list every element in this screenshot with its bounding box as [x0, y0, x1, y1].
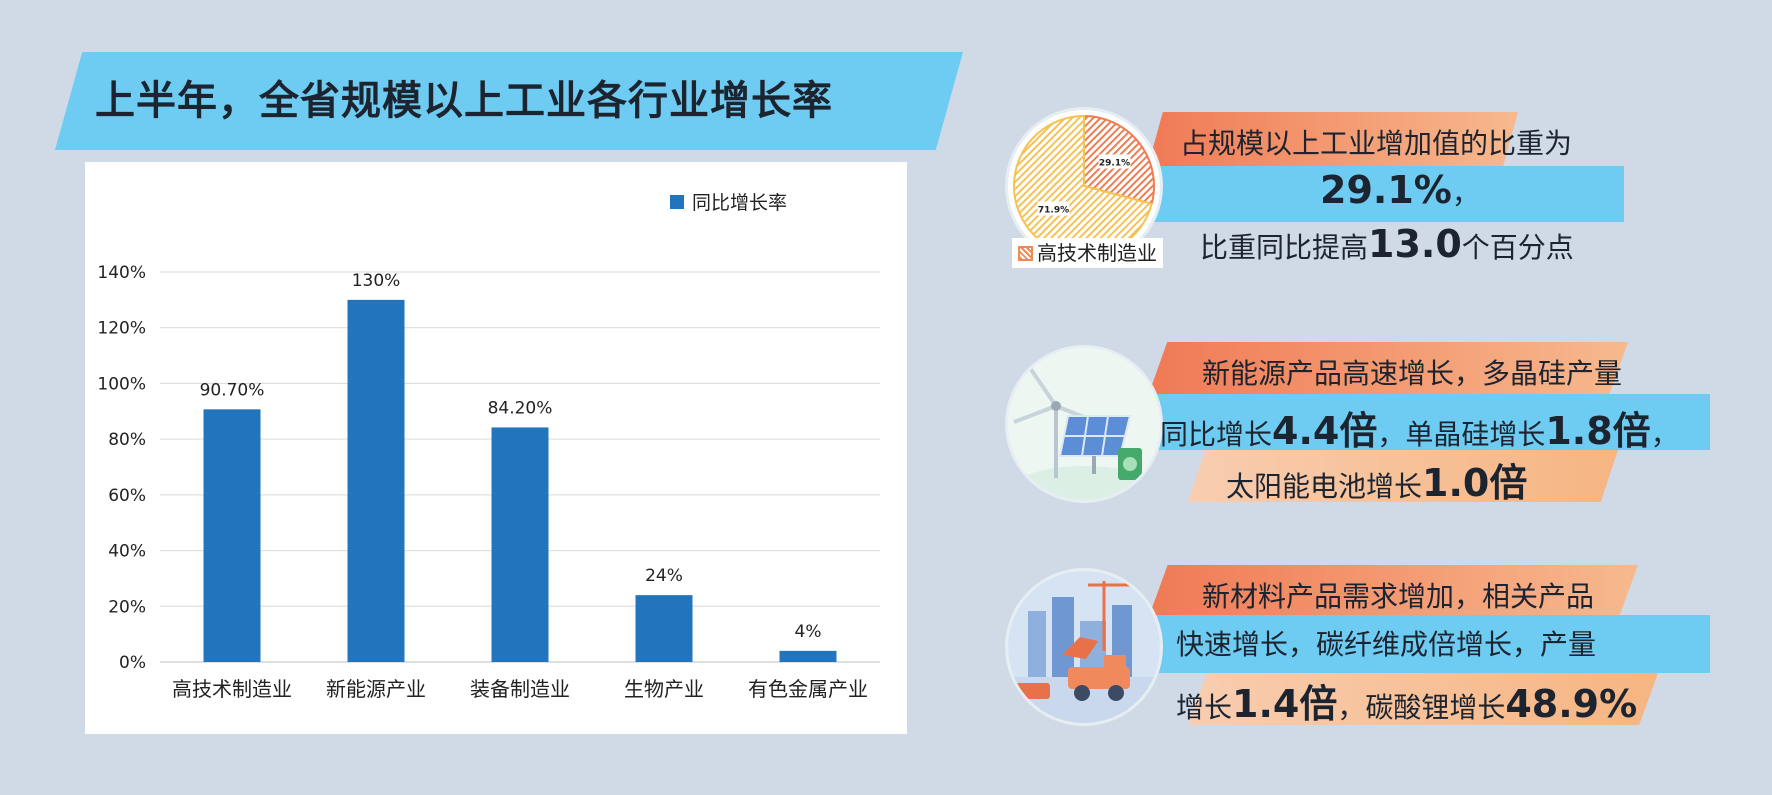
- wind-solar-icon: [1008, 348, 1160, 500]
- data-label: 24%: [645, 566, 683, 586]
- pie-caption: 高技术制造业: [1012, 238, 1163, 268]
- x-tick-label: 生物产业: [624, 677, 704, 701]
- pie-slice-label: 71.9%: [1038, 206, 1069, 216]
- pie-slice-label: 29.1%: [1099, 158, 1130, 168]
- bar-chart: 0% 20% 40% 60% 80% 100% 120% 140% 90.70% 高技术制造业 13…: [97, 263, 880, 701]
- new-energy-illustration: [1008, 348, 1160, 500]
- panel1-orange-stripe: [1148, 112, 1518, 166]
- panel-high-tech-share: 29.1% 71.9% 高技术制造业 占规模以上工业增加值的比重为 29.1%， …: [1008, 110, 1748, 280]
- solar-cell-growth-value: 1.0倍: [1422, 461, 1528, 505]
- high-tech-share-value: 29.1%: [1320, 168, 1452, 212]
- panel1-line2: 29.1%，: [1320, 168, 1480, 212]
- new-materials-illustration: [1008, 571, 1160, 723]
- panel1-line3: 比重同比提高13.0个百分点: [1200, 222, 1574, 266]
- panel2-line3: 太阳能电池增长1.0倍: [1226, 461, 1528, 505]
- output-growth-value: 1.4倍: [1232, 682, 1338, 726]
- y-tick-label: 20%: [108, 597, 146, 617]
- panel2-orange-stripe: [1148, 342, 1628, 396]
- monosilicon-growth-value: 1.8倍: [1545, 409, 1651, 453]
- pie-caption-text: 高技术制造业: [1037, 241, 1157, 265]
- y-tick-label: 140%: [97, 263, 146, 283]
- panel1-blue-stripe: [1148, 166, 1624, 222]
- legend-label: 同比增长率: [692, 192, 788, 214]
- chart-legend: 同比增长率: [670, 188, 787, 215]
- y-tick-label: 40%: [108, 542, 146, 562]
- pie-label-bg: [1098, 154, 1131, 169]
- bar: [203, 409, 261, 662]
- data-label: 4%: [795, 622, 822, 642]
- page-title: 上半年，全省规模以上工业各行业增长率: [95, 78, 833, 124]
- panel-new-energy: 新能源产品高速增长，多晶硅产量 同比增长4.4倍，单晶硅增长1.8倍， 太阳能电…: [1008, 340, 1748, 510]
- bar: [491, 427, 549, 662]
- panel2-peach-stripe: [1188, 450, 1618, 502]
- data-label: 130%: [352, 271, 401, 291]
- panel3-blue-stripe: [1148, 615, 1710, 673]
- panel2-blue-stripe: [1148, 394, 1710, 450]
- panel2-line2: 同比增长4.4倍，单晶硅增长1.8倍，: [1160, 409, 1679, 453]
- panel3-orange-stripe: [1148, 565, 1638, 619]
- x-tick-label: 装备制造业: [470, 677, 570, 701]
- panel2-line1: 新能源产品高速增长，多晶硅产量: [1202, 357, 1623, 390]
- y-tick-label: 120%: [97, 319, 146, 339]
- panel-new-materials: 新材料产品需求增加，相关产品 快速增长，碳纤维成倍增长，产量 增长1.4倍，碳酸…: [1008, 563, 1748, 733]
- legend-swatch: [670, 194, 684, 209]
- panel3-line1: 新材料产品需求增加，相关产品: [1202, 580, 1595, 613]
- y-tick-label: 0%: [119, 653, 146, 673]
- panel1-line1: 占规模以上工业增加值的比重为: [1180, 127, 1573, 160]
- y-tick-label: 80%: [108, 430, 146, 450]
- polysilicon-growth-value: 4.4倍: [1272, 409, 1378, 453]
- bar-chart-card: 0% 20% 40% 60% 80% 100% 120% 140% 90.70% 高技术制造业 13…: [85, 162, 907, 734]
- pie-chart-badge: 29.1% 71.9%: [1008, 110, 1160, 262]
- bar: [347, 299, 405, 662]
- lithium-carbonate-growth-value: 48.9%: [1505, 682, 1638, 726]
- pie-label-bg: [1037, 201, 1070, 216]
- bar: [779, 650, 837, 662]
- title-banner: 上半年，全省规模以上工业各行业增长率: [55, 52, 963, 150]
- hatch-swatch-icon: [1018, 245, 1033, 261]
- pie-chart: 29.1% 71.9%: [1013, 114, 1155, 257]
- x-tick-label: 新能源产业: [326, 677, 426, 701]
- x-tick-label: 有色金属产业: [748, 677, 868, 701]
- panel3-peach-stripe: [1188, 673, 1658, 725]
- panel3-line3: 增长1.4倍，碳酸锂增长48.9%: [1176, 682, 1638, 726]
- title-banner-background: [55, 52, 963, 150]
- bar: [635, 595, 693, 662]
- panel3-line2: 快速增长，碳纤维成倍增长，产量: [1176, 628, 1597, 661]
- factory-excavator-icon: [1008, 571, 1160, 723]
- data-label: 84.20%: [488, 398, 553, 418]
- data-label: 90.70%: [200, 380, 265, 400]
- y-tick-label: 100%: [97, 374, 146, 394]
- share-increase-value: 13.0: [1368, 222, 1462, 266]
- y-tick-label: 60%: [108, 486, 146, 506]
- x-tick-label: 高技术制造业: [172, 677, 292, 701]
